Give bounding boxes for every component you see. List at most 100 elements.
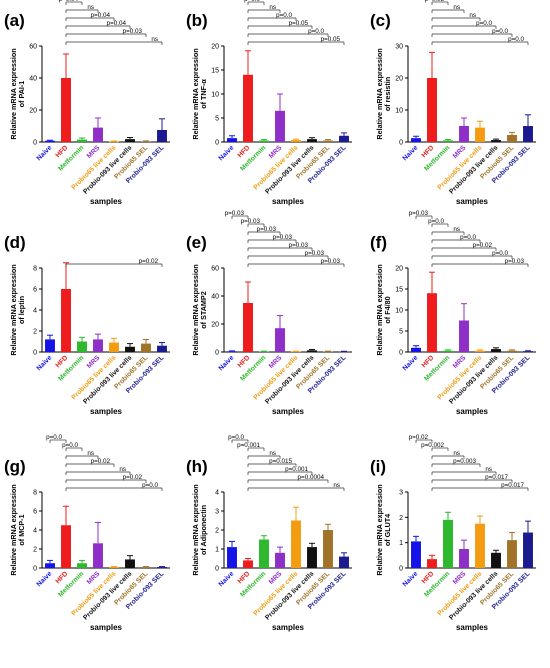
bar-probio65-live-cells (109, 567, 119, 568)
bar-metformin (77, 563, 87, 568)
y-tick-label: 6 (33, 287, 37, 294)
bar-metformin (77, 139, 87, 142)
p-value-label: p=0.002 (421, 442, 444, 449)
bar-probio-093-live-cells (491, 140, 501, 142)
panel-i: (i) Relative mRNA expression of GLUT4 0 1 2 3 N… (370, 434, 536, 632)
panel-d: (d) Relative mRNA expression of leptin 0 2 4 6… (4, 233, 170, 416)
p-value-label: ns (87, 4, 94, 11)
p-value-label: p=0.001 (285, 466, 308, 473)
y-tick-label: 5 (399, 329, 403, 336)
bar-metformin (443, 140, 453, 142)
panel-c: (c) Relative mRNA expression of resistin 0 1… (370, 0, 536, 206)
bar-hfd (61, 525, 71, 568)
p-value-label: p=0.0 (460, 234, 476, 241)
bar-probio65-live-cells (291, 140, 301, 142)
bar-probio65-live-cells (475, 127, 485, 142)
y-tick-label: 15 (395, 287, 403, 294)
bar-hfd (61, 78, 71, 142)
p-value-label: p=0.017 (501, 482, 524, 489)
bar-hfd (243, 303, 253, 352)
panel-label: (b) (186, 11, 208, 30)
bar-probio65-sel (323, 351, 333, 353)
panel-a: (a) Relative mRNA expression of PAI-1 0 20 40… (4, 0, 170, 206)
bar-naive (227, 351, 237, 352)
y-tick-label: 0 (399, 350, 403, 357)
bar-probio-093-live-cells (125, 559, 135, 568)
bar-probio65-live-cells (109, 342, 119, 352)
panel-label: (c) (370, 11, 391, 30)
bar-probio65-live-cells (475, 523, 485, 568)
p-value-label: ns (151, 36, 158, 43)
bar-naive (227, 547, 237, 568)
x-tick-label: Naive (36, 144, 54, 162)
p-value-label: p=0.0 (492, 250, 508, 257)
x-axis-title: samples (456, 197, 489, 206)
y-axis-title: of GLUT4 (383, 514, 392, 546)
p-value-label: p=0.03 (321, 258, 341, 265)
y-axis-title: Relative mRNA expression (191, 48, 200, 139)
p-value-label: p=0.03 (305, 250, 325, 257)
bar-probio-093-sel (157, 345, 167, 352)
bar-mrs (275, 110, 285, 142)
y-tick-label: 6 (33, 509, 37, 516)
panel-label: (g) (4, 457, 26, 476)
p-value-label: ns (269, 4, 276, 11)
p-value-label: p=0.0 (46, 434, 62, 441)
x-axis-title: samples (90, 197, 123, 206)
panel-f: (f) Relative mRNA expression of F4/80 0 5 10 1… (370, 210, 536, 416)
p-value-label: p=0.02 (91, 458, 111, 465)
y-tick-label: 10 (395, 108, 403, 115)
bar-probio-093-live-cells (307, 547, 317, 568)
y-tick-label: 3 (399, 490, 403, 497)
bar-naive (45, 140, 55, 142)
bar-naive (411, 347, 421, 352)
bar-probio-093-sel (339, 135, 349, 142)
panel-label: (a) (4, 11, 25, 30)
y-tick-label: 5 (215, 116, 219, 123)
x-tick-label: Naive (36, 570, 54, 588)
x-axis-title: samples (90, 407, 123, 416)
panel-label: (h) (186, 457, 208, 476)
bar-hfd (427, 559, 437, 568)
p-value-label: p=0.015 (269, 458, 292, 465)
x-tick-label: Naive (402, 354, 420, 372)
bar-probio-093-live-cells (491, 349, 501, 352)
y-tick-label: 4 (215, 490, 219, 497)
y-tick-label: 10 (211, 92, 219, 99)
bar-naive (411, 541, 421, 568)
bar-probio65-sel (507, 134, 517, 142)
x-tick-label: Naive (402, 570, 420, 588)
panel-label: (f) (370, 233, 387, 252)
panel-e: (e) Relative mRNA expression of STAMP2 0 20 4… (186, 210, 352, 416)
y-tick-label: 0 (215, 566, 219, 573)
y-tick-label: 2 (33, 547, 37, 554)
y-tick-label: 0 (399, 566, 403, 573)
bar-probio65-sel (323, 140, 333, 142)
bar-probio-093-live-cells (491, 552, 501, 568)
p-value-label: p=0.003 (453, 458, 476, 465)
x-tick-label: Naive (36, 354, 54, 372)
bar-hfd (243, 74, 253, 142)
y-tick-label: 8 (33, 266, 37, 273)
p-value-label: p=0.0 (244, 0, 260, 3)
bar-mrs (93, 127, 103, 142)
p-value-label: p=0.03 (225, 210, 245, 217)
x-tick-label: Naive (218, 144, 236, 162)
bar-hfd (61, 289, 71, 352)
p-value-label: p=0.0 (308, 28, 324, 35)
p-value-label: p=0.04 (59, 0, 79, 3)
y-axis-title: of MCP-1 (17, 514, 26, 545)
bar-hfd (427, 293, 437, 352)
p-value-label: p=0.03 (289, 242, 309, 249)
bar-naive (45, 563, 55, 568)
p-value-label: p=0.0 (142, 482, 158, 489)
x-axis-title: samples (90, 623, 123, 632)
x-tick-label: Naive (402, 144, 420, 162)
p-value-label: p=0.04 (91, 12, 111, 19)
y-axis-title: of F4/80 (383, 296, 392, 323)
panel-h: (h) Relative mRNA expression of Adiponecti… (186, 434, 352, 632)
x-axis-title: samples (272, 407, 305, 416)
bar-metformin (259, 140, 269, 142)
y-tick-label: 15 (211, 68, 219, 75)
bar-probio65-sel (507, 350, 517, 352)
